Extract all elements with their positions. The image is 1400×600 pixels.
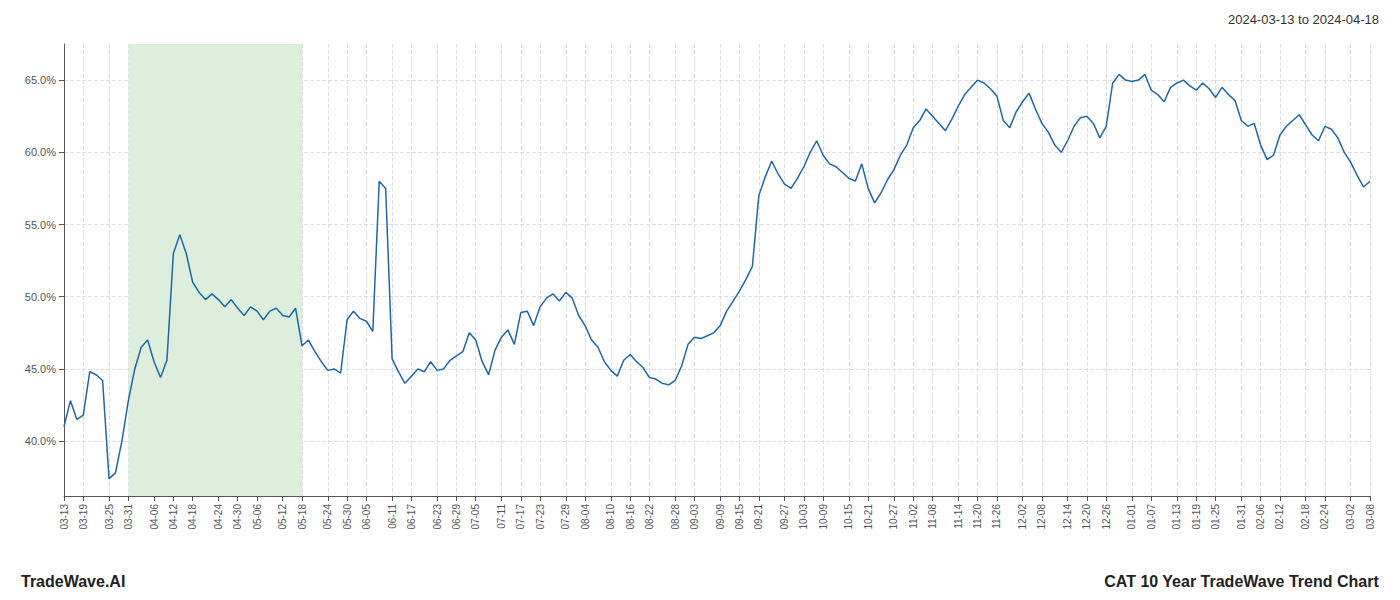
svg-text:04-30: 04-30: [232, 504, 243, 530]
svg-text:01-19: 01-19: [1191, 504, 1202, 530]
svg-text:09-21: 09-21: [753, 504, 764, 530]
svg-text:03-08: 03-08: [1365, 504, 1376, 530]
svg-text:08-22: 08-22: [644, 504, 655, 530]
svg-text:01-25: 01-25: [1210, 504, 1221, 530]
svg-text:10-03: 10-03: [798, 504, 809, 530]
svg-text:TradeWave.AI: TradeWave.AI: [21, 573, 125, 590]
svg-text:06-11: 06-11: [387, 504, 398, 529]
svg-text:06-17: 06-17: [406, 504, 417, 530]
svg-text:03-19: 03-19: [78, 504, 89, 530]
svg-text:11-02: 11-02: [908, 504, 919, 529]
svg-text:55.0%: 55.0%: [25, 219, 56, 231]
svg-text:07-23: 07-23: [535, 504, 546, 530]
svg-text:03-31: 03-31: [123, 504, 134, 530]
svg-text:08-04: 08-04: [580, 504, 591, 530]
svg-text:12-20: 12-20: [1081, 504, 1092, 530]
svg-text:65.0%: 65.0%: [25, 74, 56, 86]
svg-text:06-05: 06-05: [361, 504, 372, 530]
svg-text:12-14: 12-14: [1062, 504, 1073, 530]
svg-text:03-13: 03-13: [59, 504, 70, 530]
svg-text:07-29: 07-29: [560, 504, 571, 530]
svg-text:11-20: 11-20: [972, 504, 983, 529]
svg-text:10-21: 10-21: [863, 504, 874, 530]
svg-text:04-24: 04-24: [213, 504, 224, 530]
svg-text:07-05: 07-05: [470, 504, 481, 530]
svg-text:01-13: 01-13: [1171, 504, 1182, 530]
svg-text:05-30: 05-30: [342, 504, 353, 530]
svg-text:45.0%: 45.0%: [25, 363, 56, 375]
svg-text:07-11: 07-11: [496, 504, 507, 529]
svg-text:03-02: 03-02: [1345, 504, 1356, 530]
svg-text:04-06: 04-06: [149, 504, 160, 530]
svg-text:01-07: 01-07: [1146, 504, 1157, 530]
svg-text:08-28: 08-28: [670, 504, 681, 530]
svg-text:10-27: 10-27: [888, 504, 899, 530]
svg-text:12-08: 12-08: [1036, 504, 1047, 530]
svg-text:06-23: 06-23: [432, 504, 443, 530]
svg-text:03-25: 03-25: [104, 504, 115, 530]
svg-text:11-08: 11-08: [927, 504, 938, 529]
svg-text:09-03: 09-03: [689, 504, 700, 530]
svg-text:11-26: 11-26: [991, 504, 1002, 529]
svg-text:01-01: 01-01: [1126, 504, 1137, 530]
svg-text:40.0%: 40.0%: [25, 435, 56, 447]
svg-text:02-06: 02-06: [1255, 504, 1266, 530]
svg-text:11-14: 11-14: [953, 504, 964, 529]
svg-text:08-16: 08-16: [625, 504, 636, 530]
svg-text:10-15: 10-15: [843, 504, 854, 530]
svg-text:09-27: 09-27: [779, 504, 790, 530]
svg-text:05-12: 05-12: [277, 504, 288, 530]
svg-text:04-12: 04-12: [168, 504, 179, 530]
svg-text:10-09: 10-09: [818, 504, 829, 530]
svg-text:08-10: 08-10: [605, 504, 616, 530]
svg-text:09-09: 09-09: [715, 504, 726, 530]
svg-text:02-24: 02-24: [1319, 504, 1330, 530]
svg-text:09-15: 09-15: [734, 504, 745, 530]
svg-text:07-17: 07-17: [515, 504, 526, 530]
svg-text:50.0%: 50.0%: [25, 291, 56, 303]
svg-text:02-18: 02-18: [1300, 504, 1311, 530]
svg-text:12-02: 12-02: [1017, 504, 1028, 530]
svg-text:12-26: 12-26: [1101, 504, 1112, 530]
svg-text:04-18: 04-18: [187, 504, 198, 530]
svg-text:CAT 10 Year TradeWave Trend Ch: CAT 10 Year TradeWave Trend Chart: [1104, 573, 1379, 590]
svg-text:02-12: 02-12: [1274, 504, 1285, 530]
svg-text:2024-03-13 to 2024-04-18: 2024-03-13 to 2024-04-18: [1228, 12, 1379, 27]
svg-text:60.0%: 60.0%: [25, 146, 56, 158]
svg-text:05-18: 05-18: [297, 504, 308, 530]
svg-text:05-06: 05-06: [252, 504, 263, 530]
svg-text:05-24: 05-24: [322, 504, 333, 530]
svg-text:06-29: 06-29: [451, 504, 462, 530]
svg-text:01-31: 01-31: [1236, 504, 1247, 530]
